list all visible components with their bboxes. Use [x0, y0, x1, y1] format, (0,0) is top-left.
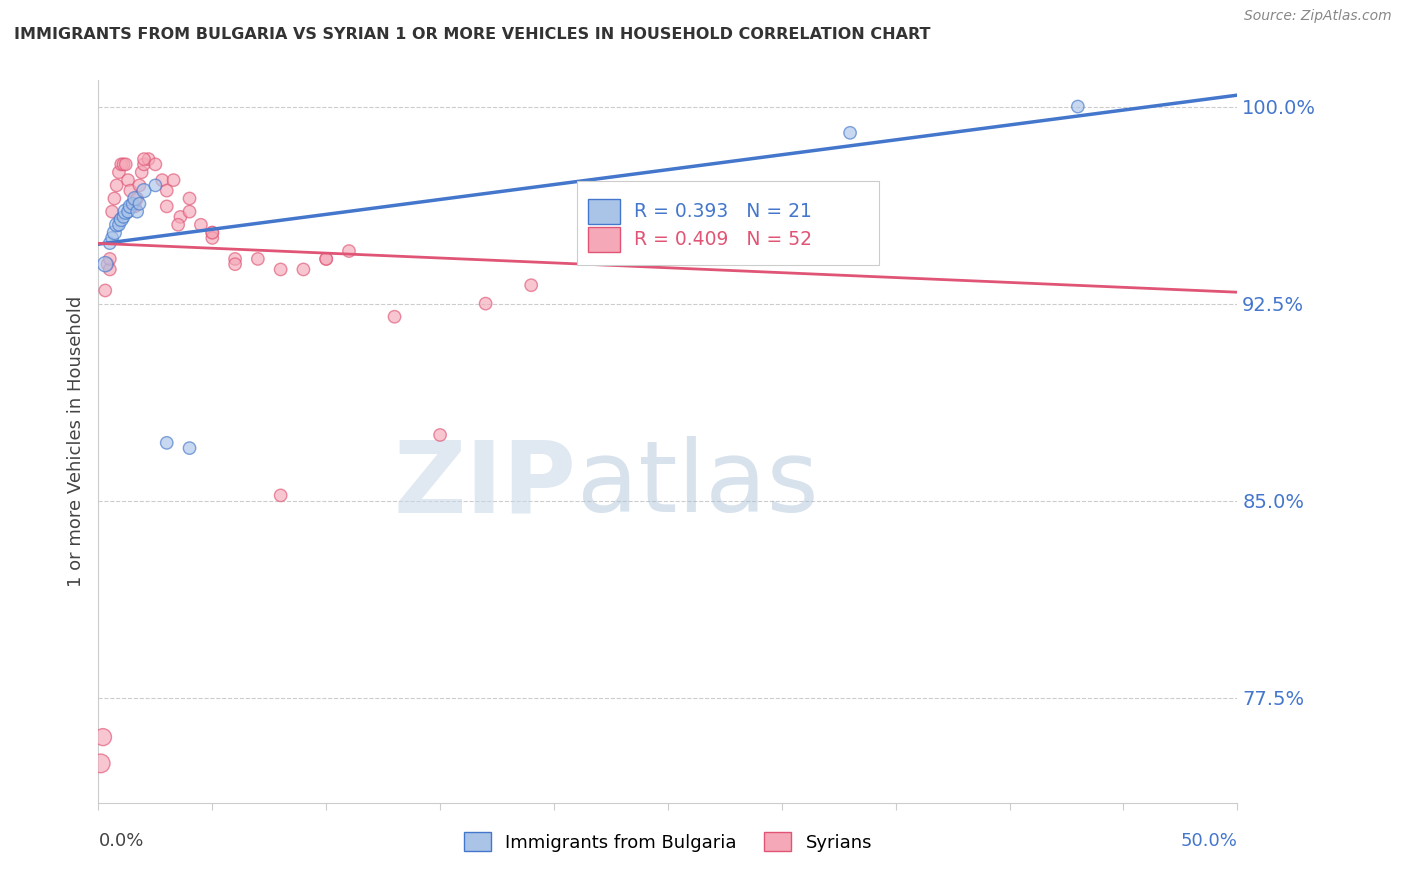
- Text: atlas: atlas: [576, 436, 818, 533]
- Point: [150, 173, 173, 187]
- Bar: [588, 227, 620, 252]
- Point: [103, 192, 125, 206]
- Text: ZIP: ZIP: [394, 436, 576, 533]
- Point: [167, 218, 190, 232]
- Point: [105, 218, 128, 232]
- Point: [474, 296, 496, 310]
- Point: [117, 173, 139, 187]
- Point: [101, 204, 124, 219]
- Text: IMMIGRANTS FROM BULGARIA VS SYRIAN 1 OR MORE VEHICLES IN HOUSEHOLD CORRELATION C: IMMIGRANTS FROM BULGARIA VS SYRIAN 1 OR …: [14, 27, 931, 42]
- Text: 0.0%: 0.0%: [98, 831, 143, 850]
- Point: [270, 262, 292, 277]
- Point: [179, 204, 201, 219]
- Text: 50.0%: 50.0%: [1181, 831, 1237, 850]
- Point: [224, 252, 246, 266]
- Point: [270, 488, 292, 502]
- Text: Source: ZipAtlas.com: Source: ZipAtlas.com: [1244, 9, 1392, 23]
- Point: [128, 178, 150, 193]
- Point: [112, 157, 135, 171]
- Point: [108, 165, 131, 179]
- Point: [224, 257, 246, 271]
- Point: [110, 212, 132, 227]
- Bar: [576, 181, 879, 265]
- Point: [201, 231, 224, 245]
- Point: [337, 244, 360, 258]
- Point: [292, 262, 315, 277]
- Legend: Immigrants from Bulgaria, Syrians: Immigrants from Bulgaria, Syrians: [457, 825, 879, 859]
- Point: [98, 236, 121, 251]
- Point: [90, 756, 112, 771]
- Point: [98, 252, 121, 266]
- Point: [190, 218, 212, 232]
- Point: [120, 199, 142, 213]
- Point: [128, 196, 150, 211]
- Text: R = 0.393   N = 21: R = 0.393 N = 21: [634, 202, 811, 221]
- Point: [94, 284, 117, 298]
- Point: [201, 226, 224, 240]
- Point: [156, 435, 179, 450]
- Text: R = 0.409   N = 52: R = 0.409 N = 52: [634, 230, 811, 249]
- Point: [131, 165, 153, 179]
- Y-axis label: 1 or more Vehicles in Household: 1 or more Vehicles in Household: [66, 296, 84, 587]
- Point: [145, 157, 167, 171]
- Point: [520, 278, 543, 293]
- Point: [108, 218, 131, 232]
- Point: [124, 199, 146, 213]
- Point: [429, 428, 451, 442]
- Point: [384, 310, 406, 324]
- Point: [121, 196, 143, 211]
- Point: [145, 178, 167, 193]
- Point: [124, 192, 146, 206]
- Point: [120, 184, 142, 198]
- Point: [315, 252, 337, 266]
- Bar: [588, 199, 620, 225]
- Point: [112, 210, 135, 224]
- Point: [839, 126, 862, 140]
- Point: [127, 204, 149, 219]
- Point: [156, 199, 179, 213]
- Point: [315, 252, 337, 266]
- Point: [105, 178, 128, 193]
- Point: [1067, 99, 1090, 113]
- Point: [156, 184, 179, 198]
- Point: [117, 204, 139, 219]
- Point: [96, 257, 118, 271]
- Point: [103, 226, 125, 240]
- Point: [588, 218, 610, 232]
- Point: [121, 199, 143, 213]
- Point: [132, 157, 155, 171]
- Point: [725, 199, 748, 213]
- Point: [132, 152, 155, 166]
- Point: [101, 231, 124, 245]
- Point: [162, 173, 184, 187]
- Point: [138, 152, 160, 166]
- Point: [94, 257, 117, 271]
- Point: [246, 252, 269, 266]
- Point: [91, 730, 114, 744]
- Point: [169, 210, 191, 224]
- Point: [132, 184, 155, 198]
- Point: [110, 157, 132, 171]
- Point: [179, 192, 201, 206]
- Point: [657, 204, 679, 219]
- Point: [114, 157, 136, 171]
- Point: [114, 204, 136, 219]
- Point: [98, 262, 121, 277]
- Point: [179, 441, 201, 455]
- Point: [127, 192, 149, 206]
- Point: [201, 226, 224, 240]
